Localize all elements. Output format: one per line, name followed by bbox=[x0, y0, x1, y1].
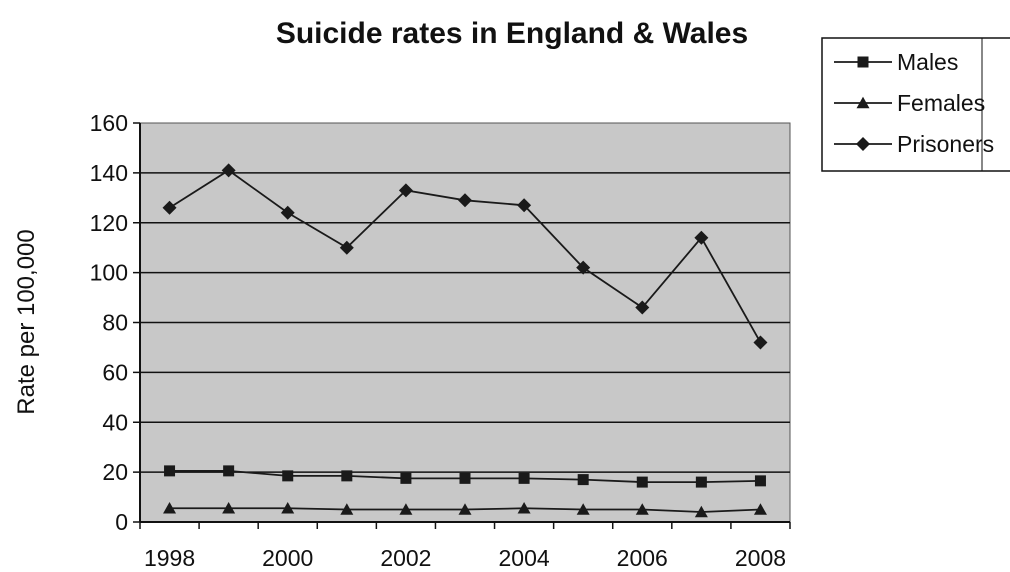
point-males-1998 bbox=[164, 465, 176, 477]
point-females-2000 bbox=[281, 502, 295, 514]
x-tick-label-2004: 2004 bbox=[499, 545, 550, 571]
legend-label-females: Females bbox=[897, 90, 985, 116]
point-prisoners-2001 bbox=[339, 240, 354, 255]
x-tick-label-1998: 1998 bbox=[144, 545, 195, 571]
x-tick-label-2002: 2002 bbox=[380, 545, 431, 571]
point-females-2007 bbox=[694, 505, 708, 518]
x-axis: 1998 2000 2002 2004 2006 2008 bbox=[139, 521, 791, 571]
point-prisoners-1998 bbox=[162, 200, 177, 215]
legend-label-prisoners: Prisoners bbox=[897, 131, 994, 157]
point-females-2005 bbox=[576, 503, 590, 515]
point-females-1998 bbox=[163, 502, 177, 514]
legend-label-males: Males bbox=[897, 49, 958, 75]
y-axis: 0 20 40 60 80 100 120 140 160 bbox=[90, 110, 141, 535]
x-tick-label-2000: 2000 bbox=[262, 545, 313, 571]
point-females-2002 bbox=[399, 503, 413, 515]
y-axis-title: Rate per 100,000 bbox=[13, 229, 40, 414]
legend-marker-males bbox=[857, 56, 869, 68]
legend-entries: Males Females Prisoners bbox=[834, 49, 994, 157]
point-males-2002 bbox=[400, 472, 412, 484]
point-prisoners-1999 bbox=[221, 163, 236, 178]
series-layer bbox=[162, 163, 768, 518]
point-males-2006 bbox=[636, 476, 648, 488]
y-tick-label-60: 60 bbox=[102, 359, 128, 385]
point-females-2006 bbox=[635, 503, 649, 515]
point-prisoners-2005 bbox=[576, 260, 591, 275]
point-prisoners-2002 bbox=[398, 183, 413, 198]
y-tick-label-100: 100 bbox=[90, 260, 128, 286]
legend-marker-prisoners bbox=[856, 137, 870, 151]
y-tick-label-20: 20 bbox=[102, 459, 128, 485]
series-prisoners bbox=[162, 163, 768, 350]
point-females-2004 bbox=[517, 502, 531, 514]
point-males-2000 bbox=[282, 470, 294, 482]
y-tick-label-140: 140 bbox=[90, 160, 128, 186]
legend-marker-females bbox=[856, 96, 870, 109]
point-males-2005 bbox=[577, 474, 589, 486]
y-tick-label-40: 40 bbox=[102, 409, 128, 435]
chart-title: Suicide rates in England & Wales bbox=[276, 17, 748, 50]
point-males-2007 bbox=[695, 476, 707, 488]
legend: Males Females Prisoners bbox=[821, 37, 1010, 172]
point-females-2003 bbox=[458, 503, 472, 515]
point-females-2008 bbox=[753, 503, 767, 515]
point-males-2008 bbox=[754, 475, 766, 487]
legend-box bbox=[821, 37, 1010, 172]
x-tick-label-2008: 2008 bbox=[735, 545, 786, 571]
x-tick-label-2006: 2006 bbox=[617, 545, 668, 571]
series-males bbox=[164, 465, 766, 488]
y-tick-label-120: 120 bbox=[90, 210, 128, 236]
point-prisoners-2007 bbox=[694, 230, 709, 245]
point-prisoners-2000 bbox=[280, 205, 295, 220]
point-males-2004 bbox=[518, 472, 530, 484]
series-females bbox=[163, 502, 767, 518]
point-males-2001 bbox=[341, 470, 353, 482]
y-tick-label-0: 0 bbox=[115, 509, 128, 535]
point-males-1999 bbox=[223, 465, 235, 477]
y-tick-label-80: 80 bbox=[102, 310, 128, 336]
y-tick-label-160: 160 bbox=[90, 110, 128, 136]
point-females-2001 bbox=[340, 503, 354, 515]
point-prisoners-2006 bbox=[635, 300, 650, 315]
point-prisoners-2003 bbox=[458, 193, 472, 208]
point-prisoners-2008 bbox=[753, 335, 768, 350]
point-prisoners-2004 bbox=[517, 198, 532, 213]
point-males-2003 bbox=[459, 472, 471, 484]
point-females-1999 bbox=[222, 502, 236, 514]
